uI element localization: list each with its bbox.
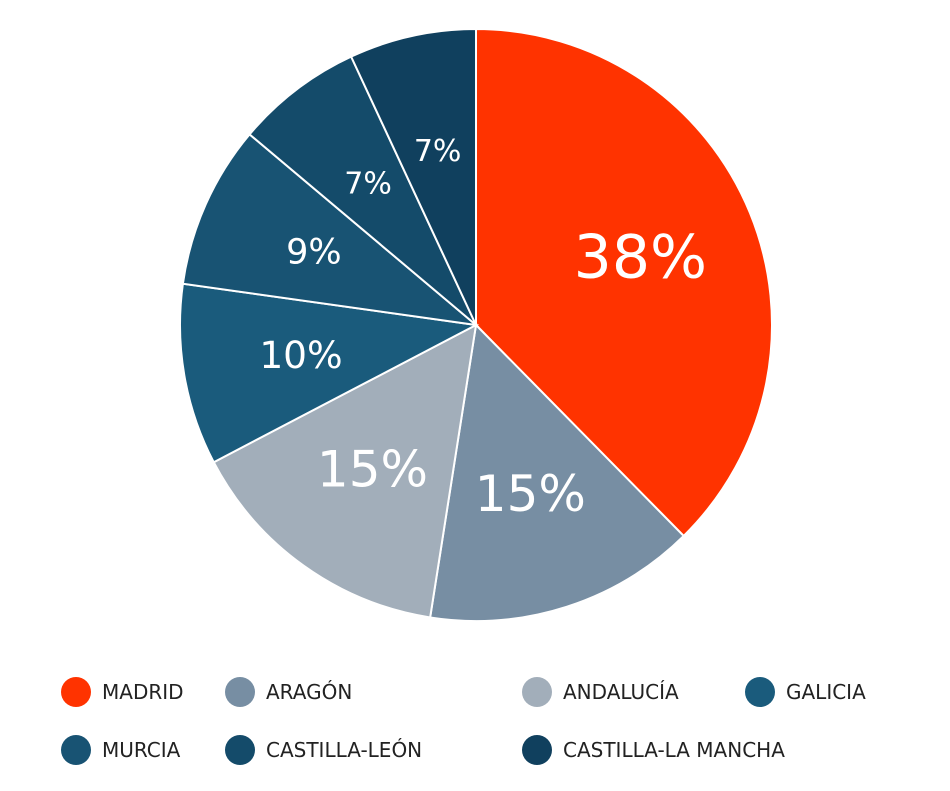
legend-swatch (61, 677, 91, 707)
legend-label: ANDALUCÍA (563, 680, 679, 704)
slice-label: 10% (259, 333, 342, 377)
legend-swatch (522, 735, 552, 765)
slice-label: 9% (286, 233, 342, 273)
slice-label: 7% (344, 166, 392, 201)
pie-slice (475, 27, 773, 538)
legend-swatch (522, 677, 552, 707)
slice-label: 38% (574, 223, 707, 293)
legend-swatch (225, 735, 255, 765)
legend-label: MURCIA (102, 738, 181, 762)
pie-slice (179, 282, 480, 464)
slice-label: 7% (414, 134, 462, 169)
legend-swatch (225, 677, 255, 707)
pie-slice (429, 322, 686, 622)
legend-swatch (61, 735, 91, 765)
pie-slice (248, 55, 477, 326)
slice-label: 15% (475, 465, 586, 523)
legend-label: MADRID (102, 680, 184, 704)
pie-slice (212, 323, 478, 619)
legend-label: ARAGÓN (266, 680, 352, 704)
legend-label: GALICIA (786, 680, 866, 704)
legend-label: CASTILLA-LA MANCHA (563, 738, 785, 762)
pie-slice (181, 132, 480, 327)
legend-label: CASTILLA-LEÓN (266, 738, 422, 762)
legend-swatch (745, 677, 775, 707)
pie-slice (349, 27, 477, 326)
slice-label: 15% (317, 440, 428, 498)
